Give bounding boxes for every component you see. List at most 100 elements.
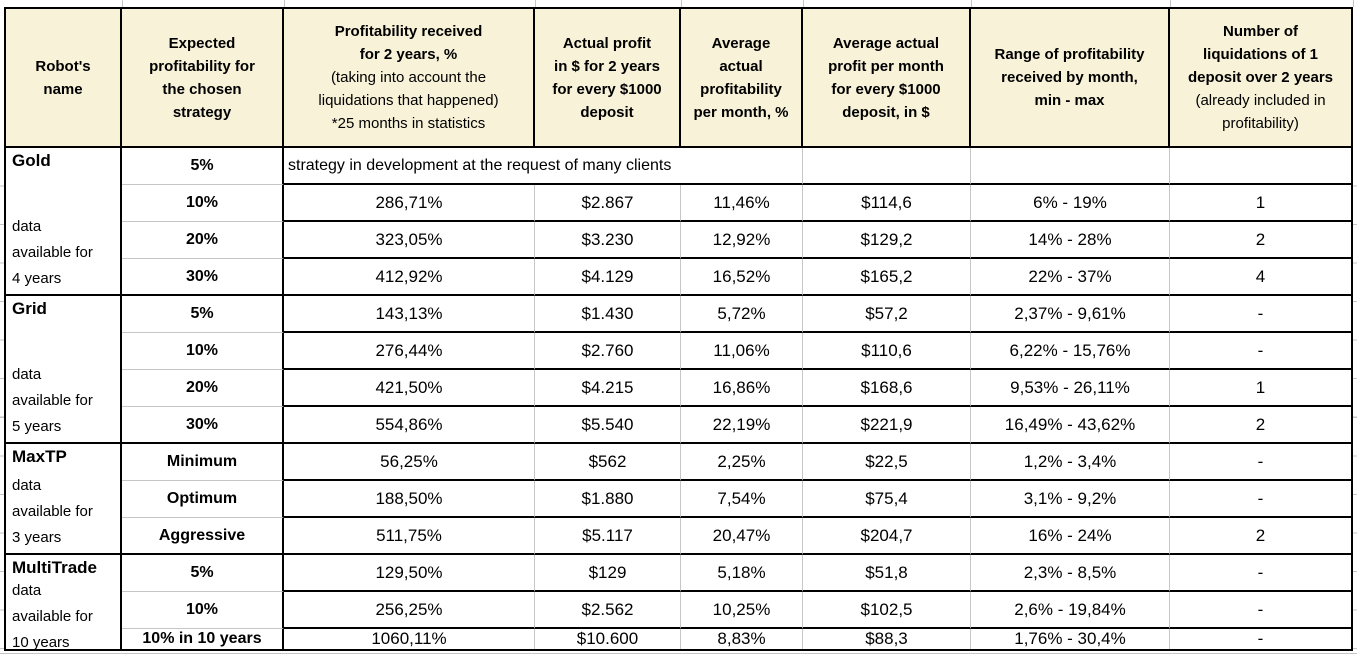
strategy-cell: 10% xyxy=(122,592,284,629)
liquidations-cell: - xyxy=(1170,444,1351,481)
header-robot-name: Robot's name xyxy=(6,9,122,148)
profit-2y-cell: 143,13% xyxy=(284,296,535,333)
profit-usd-cell: $129 xyxy=(535,555,681,592)
robot-cell-maxtp: MaxTP data available for 3 years xyxy=(6,444,122,555)
column-gridline-stubs xyxy=(122,0,123,7)
range-cell: 3,1% - 9,2% xyxy=(971,481,1170,518)
avg-month-pct-cell: 8,83% xyxy=(681,629,803,649)
liquidations-cell: - xyxy=(1257,629,1264,648)
profit-2y-cell: 323,05% xyxy=(284,222,535,259)
avg-month-pct-cell: 7,54% xyxy=(681,481,803,518)
header-avg-profitability-month: Average actual profitability per month, … xyxy=(681,9,803,148)
strategy-cell: 10% in 10 years xyxy=(122,629,284,649)
empty-cell xyxy=(971,148,1170,185)
avg-month-usd-cell: $204,7 xyxy=(803,518,971,555)
robot-availability: data available for 3 years xyxy=(12,477,93,546)
liquidations-cell: 2 xyxy=(1170,518,1351,555)
robot-availability: data available for 10 years xyxy=(12,582,93,649)
profit-usd-cell: $1.880 xyxy=(535,481,681,518)
strategy-cell: 5% xyxy=(122,148,284,185)
avg-month-pct-cell: 22,19% xyxy=(681,407,803,444)
strategy-cell: Minimum xyxy=(122,444,284,481)
header-expected-profitability: Expected profitability for the chosen st… xyxy=(122,9,284,148)
liquidations-cell: 2 xyxy=(1170,222,1351,259)
avg-month-pct-cell: 20,47% xyxy=(681,518,803,555)
robot-name: MultiTrade xyxy=(12,558,98,577)
row-gridline-stubs-left xyxy=(0,148,4,649)
robot-name: Gold xyxy=(12,151,51,170)
range-cell: 2,37% - 9,61% xyxy=(971,296,1170,333)
header-avg-profit-month-usd: Average actual profit per month for ever… xyxy=(803,9,971,148)
range-cell: 1,76% - 30,4% xyxy=(971,629,1170,649)
liquidations-cell: - xyxy=(1170,333,1351,370)
robot-cell-gold: Gold data available for 4 years xyxy=(6,148,122,296)
avg-month-pct-cell: 5,72% xyxy=(681,296,803,333)
profit-2y-cell: 421,50% xyxy=(284,370,535,407)
robot-cell-grid: Grid data available for 5 years xyxy=(6,296,122,444)
header-actual-profit-usd: Actual profit in $ for 2 years for every… xyxy=(535,9,681,148)
avg-month-pct-cell: 16,86% xyxy=(681,370,803,407)
profit-usd-cell: $2.760 xyxy=(535,333,681,370)
avg-month-usd-cell: $114,6 xyxy=(803,185,971,222)
range-cell: 6,22% - 15,76% xyxy=(971,333,1170,370)
avg-month-pct-cell: 11,06% xyxy=(681,333,803,370)
strategy-cell: 20% xyxy=(122,370,284,407)
strategy-cell: Optimum xyxy=(122,481,284,518)
avg-month-usd-cell: $110,6 xyxy=(803,333,971,370)
robot-name: MaxTP xyxy=(12,447,67,466)
development-note-cell: strategy in development at the request o… xyxy=(284,148,803,185)
profit-2y-cell: 554,86% xyxy=(284,407,535,444)
profit-usd-cell: $10.600 xyxy=(535,629,681,649)
empty-cell xyxy=(1170,148,1351,185)
range-cell: 1,2% - 3,4% xyxy=(971,444,1170,481)
profit-2y-cell: 1060,11% xyxy=(284,629,535,649)
header-profitability-2y: Profitability received for 2 years, % (t… xyxy=(284,9,535,148)
profit-usd-cell: $3.230 xyxy=(535,222,681,259)
avg-month-usd-cell: $22,5 xyxy=(803,444,971,481)
profit-2y-cell: 511,75% xyxy=(284,518,535,555)
avg-month-pct-cell: 11,46% xyxy=(681,185,803,222)
range-cell: 2,6% - 19,84% xyxy=(971,592,1170,629)
profit-usd-cell: $5.540 xyxy=(535,407,681,444)
strategy-cell: 30% xyxy=(122,259,284,296)
avg-month-usd-cell: $129,2 xyxy=(803,222,971,259)
avg-month-usd-cell: $57,2 xyxy=(803,296,971,333)
profit-2y-cell: 412,92% xyxy=(284,259,535,296)
bottom-gridline xyxy=(0,653,1357,654)
strategy-cell: 20% xyxy=(122,222,284,259)
liquidations-cell: - xyxy=(1170,592,1351,629)
avg-month-usd-cell: $51,8 xyxy=(803,555,971,592)
strategy-cell: 5% xyxy=(122,555,284,592)
profit-usd-cell: $562 xyxy=(535,444,681,481)
strategy-cell: 10% xyxy=(122,185,284,222)
liquidations-cell: 1 xyxy=(1170,185,1351,222)
range-cell: 16% - 24% xyxy=(971,518,1170,555)
avg-month-pct-cell: 2,25% xyxy=(681,444,803,481)
profit-usd-cell: $1.430 xyxy=(535,296,681,333)
row-gridline-stubs-right xyxy=(1353,148,1357,649)
strategy-cell: Aggressive xyxy=(122,518,284,555)
avg-month-pct-cell: 16,52% xyxy=(681,259,803,296)
avg-month-usd-cell: $165,2 xyxy=(803,259,971,296)
liquidations-cell: 4 xyxy=(1170,259,1351,296)
profit-usd-cell: $2.867 xyxy=(535,185,681,222)
profit-usd-cell: $5.117 xyxy=(535,518,681,555)
range-cell: 22% - 37% xyxy=(971,259,1170,296)
header-liquidations: Number of liquidations of 1 deposit over… xyxy=(1170,9,1351,148)
robot-name: Grid xyxy=(12,299,47,318)
avg-month-pct-cell: 5,18% xyxy=(681,555,803,592)
profit-usd-cell: $4.215 xyxy=(535,370,681,407)
profit-2y-cell: 256,25% xyxy=(284,592,535,629)
avg-month-usd-cell: $75,4 xyxy=(803,481,971,518)
profit-usd-cell: $2.562 xyxy=(535,592,681,629)
liquidations-cell: - xyxy=(1170,555,1351,592)
range-cell: 16,49% - 43,62% xyxy=(971,407,1170,444)
robot-availability: data available for 5 years xyxy=(12,366,93,435)
range-cell: 6% - 19% xyxy=(971,185,1170,222)
avg-month-usd-cell: $168,6 xyxy=(803,370,971,407)
avg-month-pct-cell: 10,25% xyxy=(681,592,803,629)
strategy-cell: 30% xyxy=(122,407,284,444)
empty-cell xyxy=(803,148,971,185)
range-cell: 2,3% - 8,5% xyxy=(971,555,1170,592)
header-range-profitability: Range of profitability received by month… xyxy=(971,9,1170,148)
